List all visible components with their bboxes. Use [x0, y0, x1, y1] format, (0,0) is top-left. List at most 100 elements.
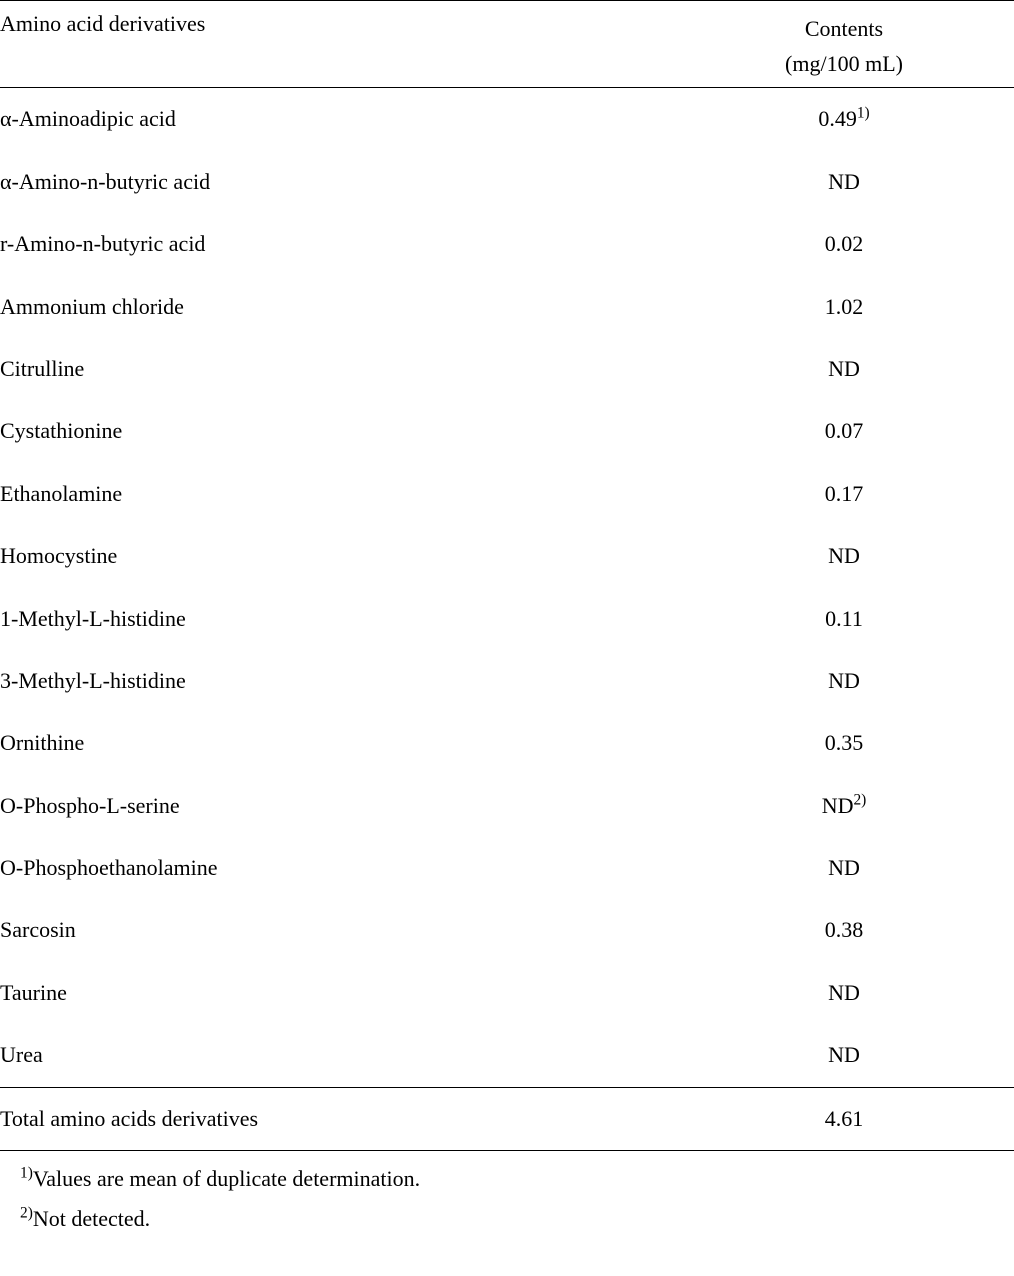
- row-name: O-Phosphoethanolamine: [0, 855, 218, 880]
- row-name-cell: Sarcosin: [0, 899, 674, 961]
- row-value-cell: 1.02: [674, 276, 1014, 338]
- row-name: α-Amino-n-butyric acid: [0, 169, 210, 194]
- row-value: 0.11: [825, 606, 863, 631]
- row-value-cell: 0.17: [674, 463, 1014, 525]
- row-value-cell: ND: [674, 525, 1014, 587]
- amino-acid-table: Amino acid derivatives Contents(mg/100 mL…: [0, 0, 1014, 1151]
- table-row: Ornithine 0.35: [0, 712, 1014, 774]
- footnote-sup: 2): [20, 1204, 33, 1221]
- row-name: Urea: [0, 1042, 43, 1067]
- row-value: ND: [828, 543, 860, 568]
- row-value: ND: [828, 1042, 860, 1067]
- row-name-cell: Ethanolamine: [0, 463, 674, 525]
- table-row: 1-Methyl-L-histidine 0.11: [0, 588, 1014, 650]
- row-value: ND: [828, 169, 860, 194]
- total-value: 4.61: [825, 1106, 864, 1131]
- row-value-sup: 1): [857, 105, 870, 122]
- total-name: Total amino acids derivatives: [0, 1106, 258, 1131]
- footnotes: 1)Values are mean of duplicate determina…: [0, 1151, 1014, 1238]
- row-value: 0.07: [825, 418, 864, 443]
- row-name-cell: Cystathionine: [0, 400, 674, 462]
- row-name-cell: O-Phosphoethanolamine: [0, 837, 674, 899]
- table-row: Urea ND: [0, 1024, 1014, 1087]
- header-col2-line2: (mg/100 mL): [674, 46, 1014, 81]
- footnote-text: Values are mean of duplicate determinati…: [33, 1166, 420, 1191]
- table-row: 3-Methyl-L-histidine ND: [0, 650, 1014, 712]
- row-value: 0.38: [825, 917, 864, 942]
- row-value-cell: ND: [674, 338, 1014, 400]
- table-total-row: Total amino acids derivatives 4.61: [0, 1087, 1014, 1150]
- row-value-cell: 0.491): [674, 88, 1014, 151]
- table-row: Sarcosin 0.38: [0, 899, 1014, 961]
- row-value: 1.02: [825, 294, 864, 319]
- row-name: Homocystine: [0, 543, 117, 568]
- row-name: O-Phospho-L-serine: [0, 793, 180, 818]
- row-value: ND: [828, 855, 860, 880]
- row-name-cell: Urea: [0, 1024, 674, 1087]
- row-name: Ammonium chloride: [0, 294, 184, 319]
- row-name: Sarcosin: [0, 917, 76, 942]
- table-row: Cystathionine 0.07: [0, 400, 1014, 462]
- row-name: Ornithine: [0, 730, 84, 755]
- row-value-cell: ND: [674, 1024, 1014, 1087]
- row-name: Taurine: [0, 980, 67, 1005]
- row-name-cell: Homocystine: [0, 525, 674, 587]
- footnote-sup: 1): [20, 1165, 33, 1182]
- row-name: r-Amino-n-butyric acid: [0, 231, 205, 256]
- header-col1-text: Amino acid derivatives: [0, 11, 205, 36]
- footnote-text: Not detected.: [33, 1206, 150, 1231]
- header-col2: Contents(mg/100 mL): [674, 1, 1014, 88]
- table-row: Taurine ND: [0, 962, 1014, 1024]
- row-value: 0.35: [825, 730, 864, 755]
- row-name: Ethanolamine: [0, 481, 122, 506]
- table-body: Amino acid derivatives Contents(mg/100 mL…: [0, 1, 1014, 1151]
- row-name-cell: 1-Methyl-L-histidine: [0, 588, 674, 650]
- row-name-cell: Taurine: [0, 962, 674, 1024]
- row-name-cell: Ammonium chloride: [0, 276, 674, 338]
- row-name: α-Aminoadipic acid: [0, 106, 176, 131]
- row-value-cell: ND: [674, 837, 1014, 899]
- table-row: Homocystine ND: [0, 525, 1014, 587]
- row-name-cell: Ornithine: [0, 712, 674, 774]
- total-name-cell: Total amino acids derivatives: [0, 1087, 674, 1150]
- row-name-cell: α-Aminoadipic acid: [0, 88, 674, 151]
- row-value-cell: 0.35: [674, 712, 1014, 774]
- header-col1: Amino acid derivatives: [0, 1, 674, 88]
- table-row: r-Amino-n-butyric acid 0.02: [0, 213, 1014, 275]
- row-name-cell: r-Amino-n-butyric acid: [0, 213, 674, 275]
- row-value: ND: [828, 668, 860, 693]
- row-value-cell: 0.11: [674, 588, 1014, 650]
- row-value: ND: [822, 793, 854, 818]
- row-name: 3-Methyl-L-histidine: [0, 668, 186, 693]
- table-row: O-Phosphoethanolamine ND: [0, 837, 1014, 899]
- footnote: 2)Not detected.: [20, 1199, 1014, 1239]
- row-value: ND: [828, 356, 860, 381]
- row-value-cell: ND: [674, 962, 1014, 1024]
- table-row: α-Aminoadipic acid 0.491): [0, 88, 1014, 151]
- table-row: Ammonium chloride 1.02: [0, 276, 1014, 338]
- row-name-cell: O-Phospho-L-serine: [0, 775, 674, 837]
- row-value: 0.49: [818, 106, 857, 131]
- row-value: 0.02: [825, 231, 864, 256]
- row-value-cell: ND2): [674, 775, 1014, 837]
- table-row: Citrulline ND: [0, 338, 1014, 400]
- row-name: Cystathionine: [0, 418, 122, 443]
- footnote: 1)Values are mean of duplicate determina…: [20, 1159, 1014, 1199]
- row-value: 0.17: [825, 481, 864, 506]
- row-name-cell: α-Amino-n-butyric acid: [0, 151, 674, 213]
- header-col2-line1: Contents: [674, 11, 1014, 46]
- row-name-cell: 3-Methyl-L-histidine: [0, 650, 674, 712]
- table-row: O-Phospho-L-serine ND2): [0, 775, 1014, 837]
- row-value-cell: 0.02: [674, 213, 1014, 275]
- row-value-cell: ND: [674, 650, 1014, 712]
- row-value: ND: [828, 980, 860, 1005]
- table-row: Ethanolamine 0.17: [0, 463, 1014, 525]
- page: Amino acid derivatives Contents(mg/100 mL…: [0, 0, 1014, 1238]
- table-row: α-Amino-n-butyric acid ND: [0, 151, 1014, 213]
- row-name-cell: Citrulline: [0, 338, 674, 400]
- row-name: 1-Methyl-L-histidine: [0, 606, 186, 631]
- total-value-cell: 4.61: [674, 1087, 1014, 1150]
- row-value-cell: ND: [674, 151, 1014, 213]
- row-value-cell: 0.07: [674, 400, 1014, 462]
- row-value-sup: 2): [853, 791, 866, 808]
